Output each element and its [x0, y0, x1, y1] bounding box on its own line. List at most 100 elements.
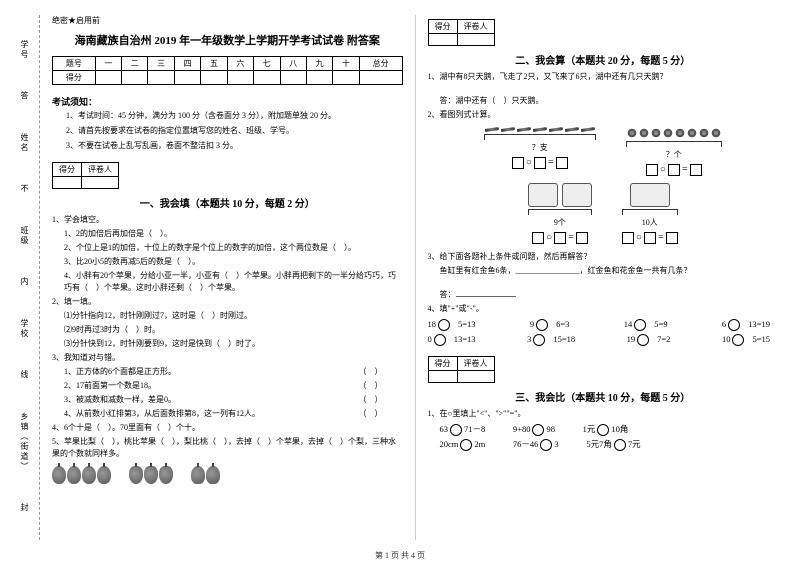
binding-field: 姓名 — [19, 133, 30, 153]
cell — [227, 71, 253, 85]
section3-questions: 1、在○里填上"<"、">""="。 6371－8 9+8098 1元10角 2… — [428, 408, 779, 453]
q-text: 3、我知道对与错。 — [52, 352, 403, 364]
compare-row: 6371－8 9+8098 1元10角 — [440, 422, 779, 437]
flower-icon — [651, 128, 661, 138]
paren-blank: （ ） — [359, 408, 383, 420]
section3-title: 三、我会比（本题共 10 分，每题 5 分） — [428, 389, 779, 404]
cell: 二 — [122, 57, 148, 71]
tv-icon — [528, 183, 558, 207]
calc-label: 9个 — [528, 217, 592, 229]
apple-icon — [97, 466, 111, 484]
scorebox-cell — [457, 370, 494, 382]
cell — [359, 71, 402, 85]
table-row: 得分 — [53, 71, 403, 85]
apple-icon — [82, 466, 96, 484]
flower-icon — [639, 128, 649, 138]
calc-label: ？支 — [484, 142, 596, 154]
table-row: 题号 一 二 三 四 五 六 七 八 九 十 总分 — [53, 57, 403, 71]
secret-label: 绝密★启用前 — [52, 15, 403, 26]
cell — [254, 71, 280, 85]
cell: 十 — [333, 57, 359, 71]
cmp: 5元7角7元 — [586, 439, 640, 449]
pen-icon — [485, 127, 499, 132]
flower-icon — [687, 128, 697, 138]
calc-group-pens: ？支 ○= — [484, 127, 596, 177]
eq: 013=13 — [428, 332, 476, 347]
calc-group-people: 10人 ○= — [622, 183, 678, 245]
pen-icon — [549, 127, 563, 132]
scorebox-label: 得分 — [428, 20, 457, 34]
peach-icon — [191, 466, 205, 484]
cell — [148, 71, 174, 85]
cell: 四 — [174, 57, 200, 71]
score-table: 题号 一 二 三 四 五 六 七 八 九 十 总分 得分 — [52, 56, 403, 85]
eq: 185=13 — [428, 317, 476, 332]
q-text: 1、2的加倍后再加倍是（ ）。 — [64, 228, 403, 240]
scorebox: 得分评卷人 — [428, 19, 779, 46]
q-text: ⑴分针指向12，时针刚刚过7，这时是（ ）时刚过。 — [64, 310, 403, 322]
calc-label: ？个 — [626, 149, 722, 161]
binding-field: 班级 — [19, 226, 30, 246]
calc-row-2: 9个 ○= 10人 ○= — [428, 183, 779, 245]
q-text: 3、比20小5的数再减5后的数是（ ）。 — [64, 256, 403, 268]
q-label: 2、17前面第一个数是18。 — [64, 381, 156, 390]
q-answer: 答：湖中还有（ ）只天鹅。 — [440, 95, 779, 107]
cell — [122, 71, 148, 85]
q-text: 4、6个十是（ ）。70里面有（ ）个十。 — [52, 422, 403, 434]
left-column: 绝密★启用前 海南藏族自治州 2019 年一年级数学上学期开学考试试卷 附答案 … — [40, 15, 416, 540]
scorebox: 得分评卷人 — [428, 356, 779, 383]
flowers-icon — [626, 127, 722, 139]
cell: 一 — [95, 57, 121, 71]
equation-blank: ○= — [626, 162, 722, 177]
cell: 总分 — [359, 57, 402, 71]
instructions-list: 1、考试时间：45 分钟，满分为 100 分（含卷面分 3 分），附加题单独 2… — [52, 110, 403, 154]
paren-blank: （ ） — [359, 394, 383, 406]
eq: 315=18 — [527, 332, 575, 347]
scorebox-cell — [82, 177, 119, 189]
cell — [201, 71, 227, 85]
eq: 145=9 — [624, 317, 668, 332]
equation-blank: ○= — [528, 230, 592, 245]
binding-mark: 线 — [19, 370, 30, 382]
flower-icon — [711, 128, 721, 138]
cell — [306, 71, 332, 85]
q-text: 5、苹果比梨（ ），桃比苹果（ ），梨比桃（ ），去掉（ ）个苹果，去掉（ ）个… — [52, 436, 403, 460]
q-text: 鱼缸里有红金鱼6条，________________，红金鱼和花金鱼一共有几条？ — [440, 265, 779, 277]
flower-icon — [627, 128, 637, 138]
cell: 七 — [254, 57, 280, 71]
cell: 题号 — [53, 57, 96, 71]
q-label: 4、从前数小红排第3，从后面数排第8，这一列有12人。 — [64, 409, 260, 418]
bracket-icon — [626, 141, 722, 147]
paren-blank: （ ） — [359, 380, 383, 392]
cell — [174, 71, 200, 85]
q-label: 1、正方体的6个面都是正方形。 — [64, 367, 176, 376]
pens-icon — [484, 127, 596, 132]
scorebox-label: 评卷人 — [457, 356, 494, 370]
q-text: 3、给下面各题补上条件或问题，然后再解答？ — [428, 251, 779, 263]
flower-icon — [699, 128, 709, 138]
calc-label: 10人 — [622, 217, 678, 229]
cell: 六 — [227, 57, 253, 71]
cell: 八 — [280, 57, 306, 71]
q-text: 2、看图列式计算。 — [428, 109, 779, 121]
exam-title: 海南藏族自治州 2019 年一年级数学上学期开学考试试卷 附答案 — [52, 32, 403, 48]
cell: 九 — [306, 57, 332, 71]
section1-title: 一、我会填（本题共 10 分，每题 2 分） — [52, 195, 403, 210]
section1-questions: 1、学会填空。 1、2的加倍后再加倍是（ ）。 2、个位上是1的加倍，十位上的数… — [52, 214, 403, 462]
scorebox-label: 得分 — [53, 163, 82, 177]
bracket-icon — [484, 134, 596, 140]
scorebox-cell — [428, 370, 457, 382]
binding-mark: 内 — [19, 277, 30, 289]
fruit-illustration — [52, 466, 403, 484]
pen-icon — [565, 127, 579, 132]
q-text: 1、学会填空。 — [52, 214, 403, 226]
compare-row: 20cm2m 76－463 5元7角7元 — [440, 437, 779, 452]
cmp: 76－463 — [513, 439, 559, 449]
paren-blank: （ ） — [359, 366, 383, 378]
eq: 197=2 — [627, 332, 671, 347]
cell: 五 — [201, 57, 227, 71]
q-text: 2、17前面第一个数是18。 （ ） — [64, 380, 403, 392]
q-text: 1、湖中有8只天鹅，飞走了2只，又飞来了6只，湖中还有几只天鹅？ — [428, 71, 779, 83]
fruit-group-pear — [129, 466, 173, 484]
fruit-group-apple — [52, 466, 111, 484]
